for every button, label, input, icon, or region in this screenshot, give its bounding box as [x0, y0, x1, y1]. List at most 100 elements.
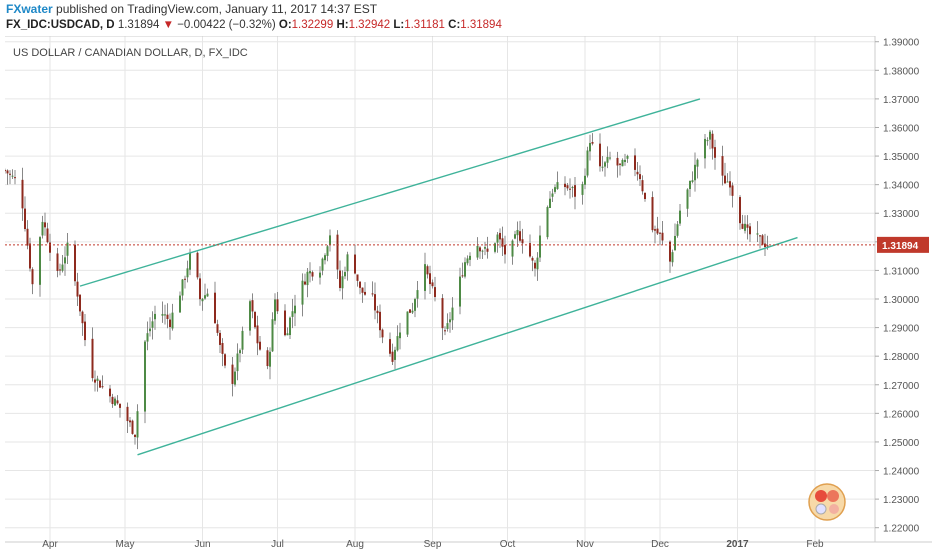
- candle-body: [389, 339, 391, 354]
- candle-body: [486, 248, 489, 252]
- candle-body: [61, 264, 64, 271]
- candle-body: [189, 253, 191, 270]
- candle-body: [691, 180, 694, 182]
- candle-body: [284, 310, 286, 336]
- candle-body: [166, 314, 169, 319]
- candle-body: [449, 319, 451, 323]
- candle-body: [654, 229, 656, 231]
- candle-body: [259, 341, 261, 350]
- candle-body: [686, 189, 689, 209]
- time-tick-label: Jul: [271, 539, 284, 550]
- candle-body: [396, 336, 399, 351]
- channel-upper-line[interactable]: [79, 98, 701, 287]
- candle-body: [599, 143, 601, 167]
- price-chart[interactable]: 1.22000 1.23000 1.24000 1.25000 1.26000 1.270…: [4, 35, 932, 550]
- candle-body: [41, 221, 44, 236]
- candle-body: [344, 272, 346, 277]
- time-tick-label: 2017: [726, 539, 749, 550]
- price-tick-label: 1.37000: [883, 95, 920, 106]
- candle-body: [604, 162, 606, 167]
- candle-body: [96, 378, 99, 381]
- candle-body: [371, 293, 374, 295]
- candle-body: [214, 292, 216, 324]
- price-axis[interactable]: 1.22000 1.23000 1.24000 1.25000 1.26000 1.270…: [875, 38, 929, 535]
- time-axis[interactable]: Apr May Jun Jul Aug Sep Oct Nov Dec 2017 Feb: [42, 539, 824, 550]
- price-tick-label: 1.34000: [883, 181, 920, 192]
- grid: [5, 36, 875, 542]
- price-tick-label: 1.38000: [883, 66, 920, 77]
- candle-body: [521, 239, 524, 244]
- candle-body: [91, 338, 94, 379]
- candle-body: [639, 174, 641, 180]
- candle-body: [204, 295, 206, 299]
- candle-body: [379, 311, 381, 331]
- price-tick-label: 1.22000: [883, 524, 920, 535]
- price-tick-label: 1.36000: [883, 123, 920, 134]
- time-tick-label: Feb: [806, 539, 824, 550]
- candle-body: [494, 243, 496, 252]
- candle-body: [554, 187, 556, 192]
- chart-area[interactable]: 1.22000 1.23000 1.24000 1.25000 1.26000 1.270…: [4, 35, 932, 550]
- price-tick-label: 1.29000: [883, 324, 920, 335]
- price-tick-label: 1.35000: [883, 152, 920, 163]
- candle-body: [326, 246, 329, 256]
- candle-body: [669, 241, 671, 262]
- candle-body: [291, 311, 294, 317]
- candle-body: [184, 278, 186, 280]
- candle-body: [24, 208, 26, 230]
- candle-body: [339, 270, 341, 288]
- candle-body: [516, 229, 519, 236]
- candle-body: [319, 272, 321, 278]
- candle-body: [446, 323, 449, 329]
- candle-body: [111, 396, 114, 405]
- candle-body: [451, 307, 454, 321]
- candle-body: [519, 231, 521, 241]
- candle-body: [431, 282, 434, 287]
- candle-body: [609, 157, 611, 159]
- candle-body: [361, 287, 364, 293]
- candle-body: [274, 299, 276, 321]
- candle-body: [134, 434, 136, 437]
- candle-body: [126, 406, 129, 422]
- candle-body: [721, 156, 724, 176]
- candle-body: [391, 351, 394, 362]
- last-price: 1.31894: [117, 19, 160, 31]
- candle-body: [746, 224, 749, 228]
- candle-body: [601, 166, 604, 168]
- close-value: 1.31894: [460, 19, 502, 31]
- candle-body: [496, 234, 499, 243]
- candle-body: [286, 333, 289, 336]
- candle-body: [129, 420, 131, 423]
- candle-body: [461, 275, 464, 277]
- candle-body: [399, 332, 401, 339]
- candle-body: [201, 298, 204, 302]
- candle-body: [464, 262, 466, 277]
- last-price-tag-label: 1.31894: [882, 241, 919, 252]
- candle-body: [501, 238, 504, 247]
- candle-body: [186, 268, 189, 278]
- time-tick-label: Apr: [42, 539, 58, 550]
- low-value: 1.31181: [404, 19, 445, 31]
- high-label: H:: [336, 19, 349, 31]
- close-label: C:: [448, 19, 461, 31]
- candle-body: [739, 197, 741, 224]
- candle-body: [251, 300, 254, 312]
- candle-body: [254, 311, 256, 328]
- candle-body: [766, 245, 769, 247]
- candle-body: [311, 272, 314, 277]
- candle-body: [231, 364, 234, 384]
- candle-body: [644, 192, 646, 200]
- channel-lower-line[interactable]: [137, 236, 798, 456]
- candle-body: [636, 171, 639, 175]
- candle-body: [566, 185, 569, 189]
- price-tick-label: 1.31000: [883, 266, 920, 277]
- candle-body: [434, 287, 436, 298]
- time-tick-label: Aug: [346, 539, 364, 550]
- candle-body: [269, 351, 271, 367]
- candle-body: [441, 298, 444, 329]
- candle-body: [146, 333, 149, 342]
- author-link[interactable]: FXwater: [6, 2, 53, 16]
- candle-body: [744, 223, 746, 231]
- candle-body: [661, 232, 664, 241]
- candle-body: [481, 250, 484, 252]
